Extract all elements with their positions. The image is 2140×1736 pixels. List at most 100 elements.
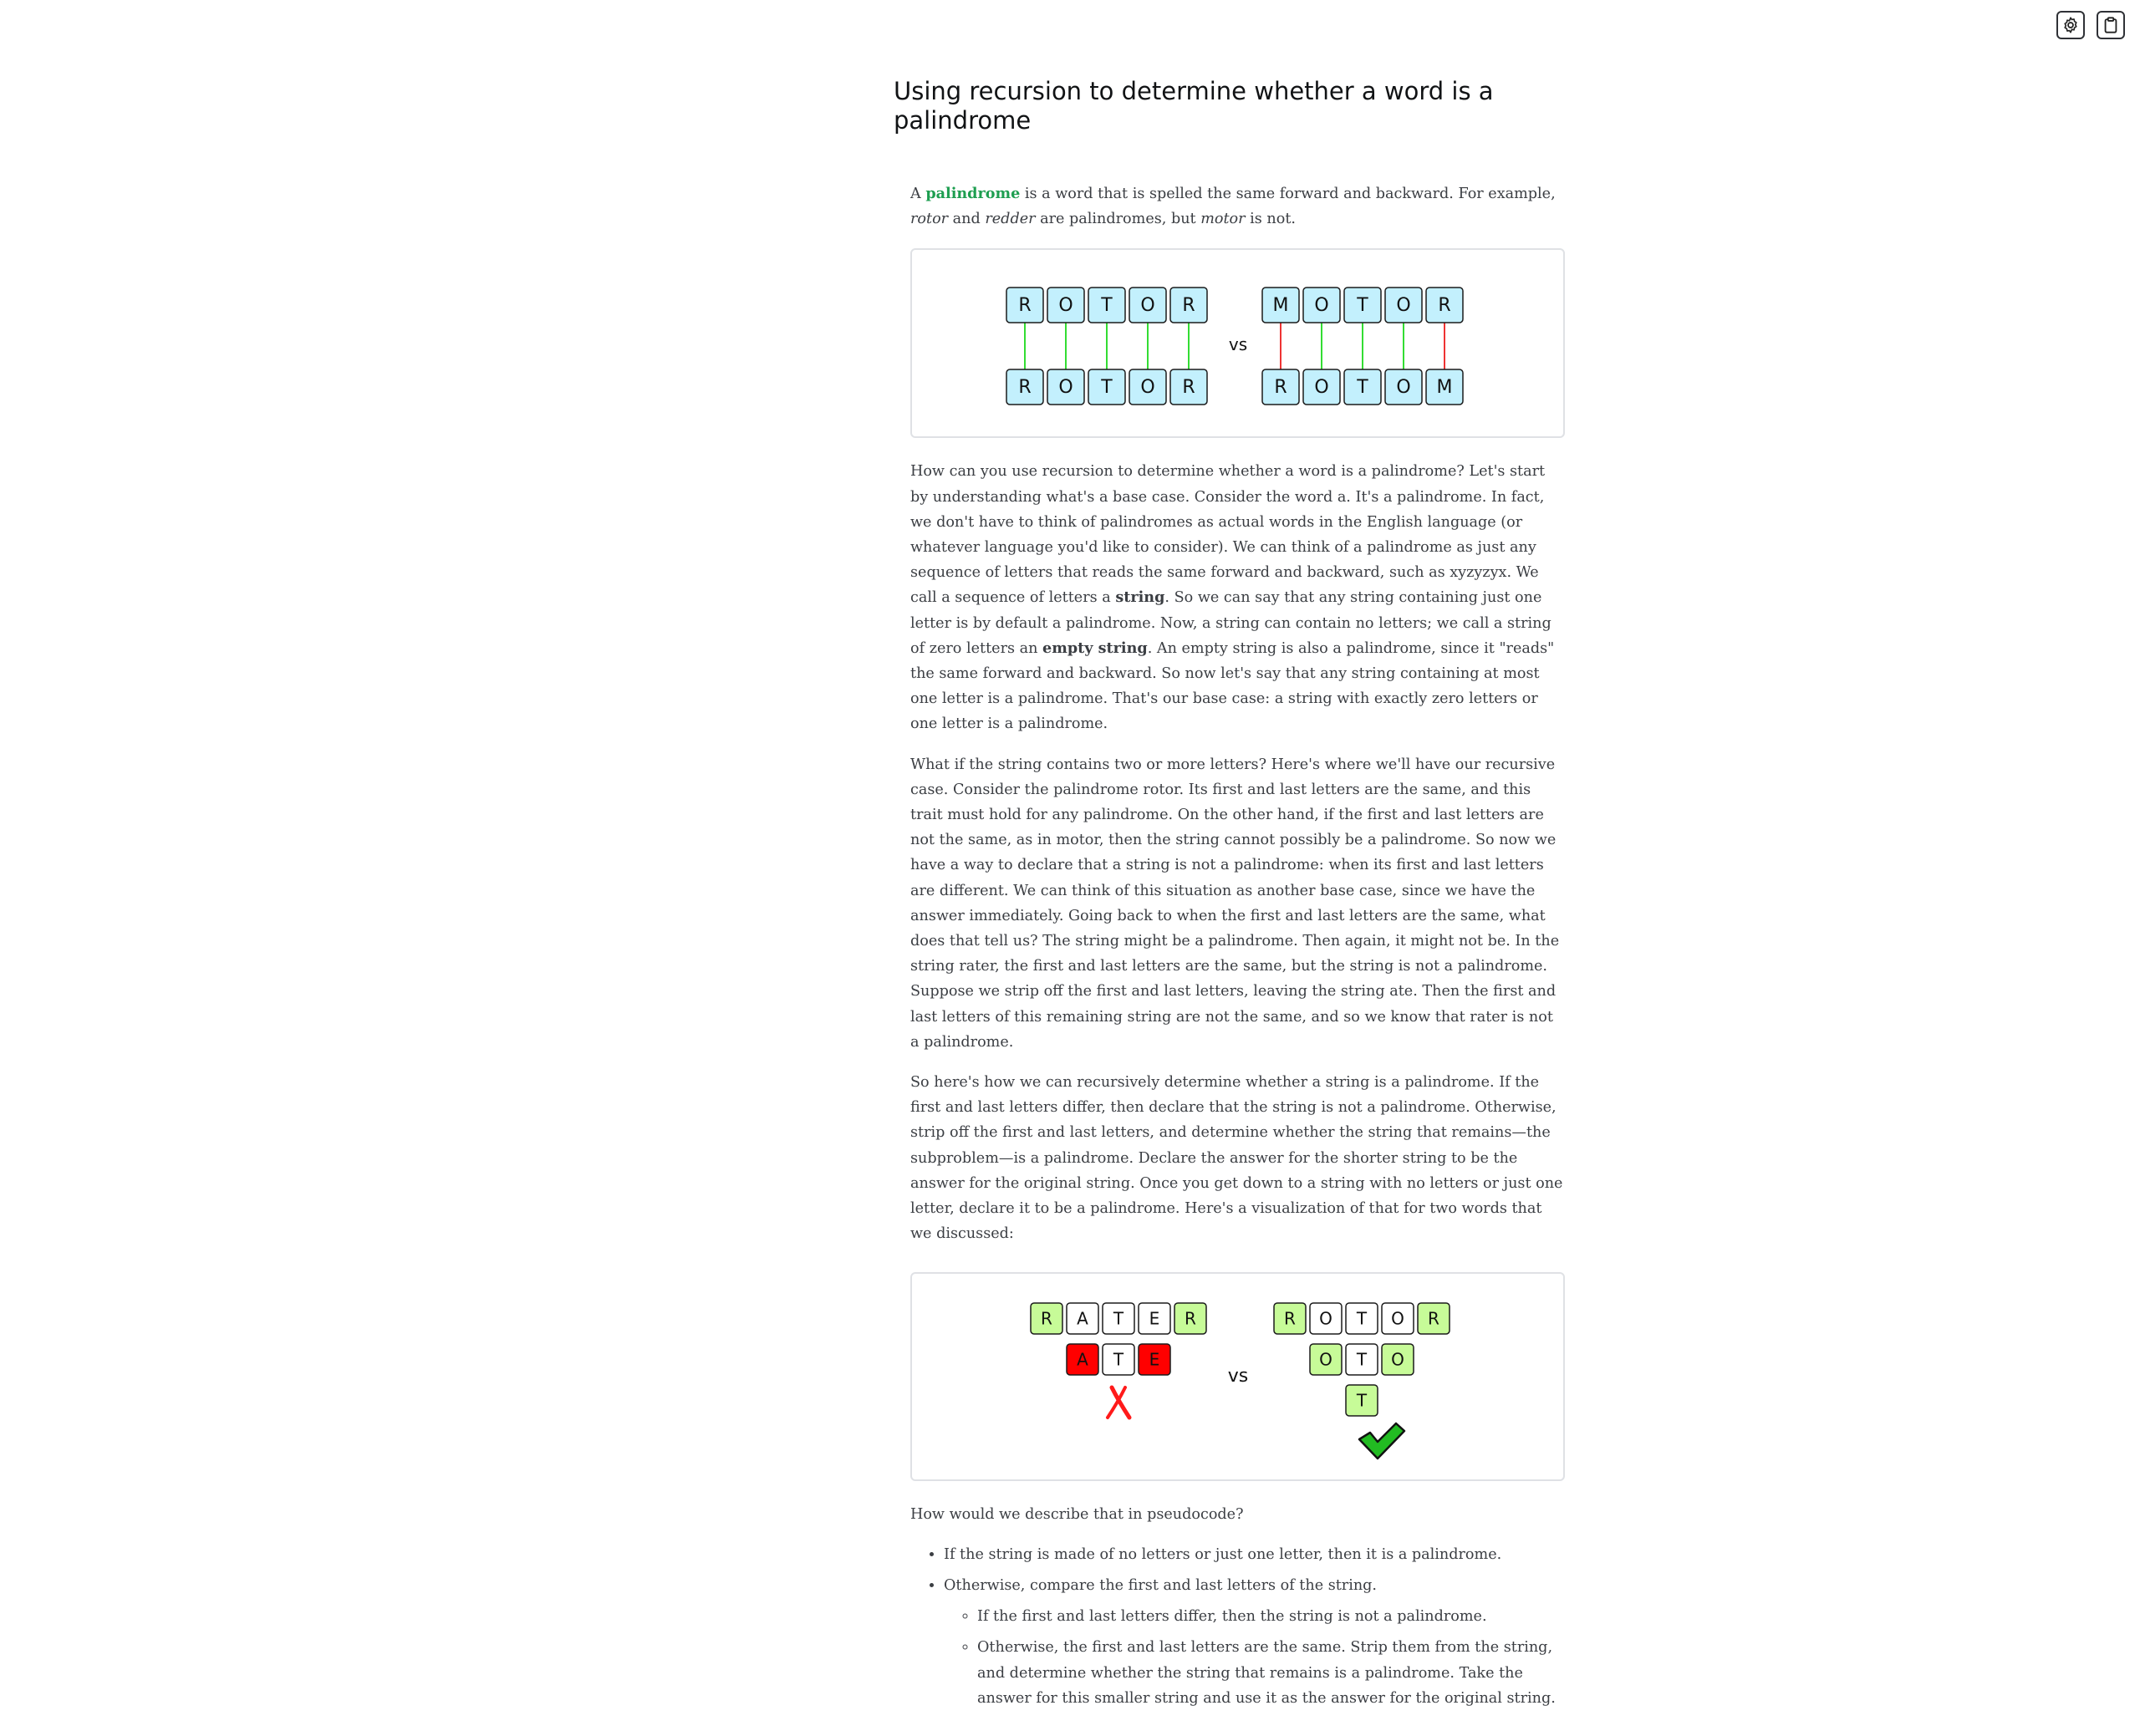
- rotor-bottom-tile: T: [1088, 369, 1126, 406]
- motor-top-tile-box: [1302, 287, 1341, 324]
- clipboard-button[interactable]: [2097, 11, 2125, 39]
- rater-vs-rotor-diagram: R A T E R A T E R O T O R O T O Tvs: [1030, 1301, 1450, 1459]
- example-motor: motor: [1200, 211, 1246, 228]
- motor-top-tile: O: [1384, 287, 1423, 324]
- rater-tile: E: [1138, 1342, 1171, 1376]
- rotor-tile: T: [1345, 1342, 1378, 1376]
- rotor-bottom-tile: O: [1129, 369, 1167, 406]
- motor-top-tile-letter: O: [1396, 295, 1410, 316]
- rotor-tile-box: [1345, 1342, 1378, 1376]
- rotor-tile-box: [1345, 1301, 1378, 1335]
- rotor-top-tile-letter: R: [1018, 295, 1031, 316]
- rotor-bottom-tile-box: [1169, 369, 1208, 406]
- example-rotor: rotor: [910, 211, 949, 228]
- rater-tile-letter: A: [1077, 1349, 1088, 1369]
- motor-bottom-tile: T: [1343, 369, 1382, 406]
- motor-top-tile: O: [1302, 287, 1341, 324]
- motor-top-tile: R: [1425, 287, 1464, 324]
- vs-label: vs: [1228, 1366, 1248, 1387]
- rater-tile-box: [1030, 1301, 1063, 1335]
- pseudocode-subitem: If the first and last letters differ, th…: [977, 1604, 1564, 1629]
- intro-text: is not.: [1245, 211, 1296, 228]
- rotor-tile-letter: O: [1391, 1349, 1404, 1369]
- rater-tile-box: [1102, 1342, 1135, 1376]
- article-body: A palindrome is a word that is spelled t…: [910, 181, 1565, 1717]
- motor-bottom-tile: M: [1425, 369, 1464, 406]
- checkmark-icon: [1358, 1422, 1406, 1459]
- motor-top-tile-box: [1343, 287, 1382, 324]
- rotor-tile-box: [1417, 1301, 1450, 1335]
- string-term: string: [1115, 588, 1165, 607]
- rotor-tile-box: [1273, 1301, 1307, 1335]
- rater-tile: R: [1174, 1301, 1207, 1335]
- rotor-top-tile-letter: O: [1140, 295, 1154, 316]
- motor-top-tile: M: [1261, 287, 1300, 324]
- rater-tile-letter: R: [1041, 1308, 1052, 1328]
- rotor-tile-letter: R: [1428, 1308, 1439, 1328]
- motor-top-tile-letter: O: [1314, 295, 1328, 316]
- paragraph-text: How can you use recursion to determine w…: [910, 463, 1546, 607]
- motor-top-tile-letter: M: [1273, 295, 1289, 316]
- rater-tile-letter: T: [1113, 1308, 1124, 1328]
- page-title: Using recursion to determine whether a w…: [894, 77, 1494, 135]
- rater-tile-letter: R: [1185, 1308, 1196, 1328]
- paragraph-text: . So we can say that any string containi…: [910, 589, 1552, 657]
- rotor-tile: R: [1417, 1301, 1450, 1335]
- pseudocode-item: If the string is made of no letters or j…: [944, 1542, 1564, 1567]
- rotor-vs-motor-diagram: R O T O R R O T O R M O T O R R O T O Mvs: [1006, 287, 1464, 406]
- rotor-tile: O: [1381, 1342, 1414, 1376]
- pseudocode-subitem: Otherwise, the first and last letters ar…: [977, 1635, 1564, 1711]
- rater-tile: T: [1102, 1301, 1135, 1335]
- motor-top-tile-box: [1425, 287, 1464, 324]
- rotor-tile-letter: T: [1356, 1390, 1368, 1410]
- rotor-bottom-tile-box: [1006, 369, 1044, 406]
- rotor-bottom-tile-box: [1047, 369, 1085, 406]
- rotor-tile-letter: R: [1284, 1308, 1296, 1328]
- motor-bottom-tile-letter: M: [1437, 377, 1453, 398]
- motor-bottom-tile-letter: O: [1396, 377, 1410, 398]
- motor-bottom-tile-box: [1384, 369, 1423, 406]
- rotor-top-tile-letter: R: [1182, 295, 1195, 316]
- rotor-tile: T: [1345, 1301, 1378, 1335]
- motor-bottom-tile-box: [1261, 369, 1300, 406]
- clipboard-icon: [2104, 17, 2117, 33]
- rotor-top-tile: O: [1047, 287, 1085, 324]
- rotor-tile-box: [1309, 1342, 1343, 1376]
- gear-icon: [2064, 17, 2077, 33]
- motor-top-tile-letter: T: [1356, 295, 1368, 316]
- rotor-top-tile-box: [1047, 287, 1085, 324]
- motor-bottom-tile-letter: T: [1356, 377, 1368, 398]
- rater-tile: A: [1066, 1301, 1099, 1335]
- rotor-top-tile-box: [1088, 287, 1126, 324]
- pseudocode-intro: How would we describe that in pseudocode…: [910, 1505, 1244, 1523]
- rotor-tile-letter: T: [1356, 1349, 1368, 1369]
- rotor-bottom-tile: O: [1047, 369, 1085, 406]
- motor-bottom-tile-box: [1425, 369, 1464, 406]
- rotor-bottom-tile-box: [1129, 369, 1167, 406]
- motor-top-tile-box: [1261, 287, 1300, 324]
- base-case-paragraph: How can you use recursion to determine w…: [910, 459, 1564, 736]
- rotor-bottom-tile-letter: O: [1058, 377, 1073, 398]
- rotor-bottom-tile-letter: O: [1140, 377, 1154, 398]
- rotor-bottom-tile-letter: R: [1018, 377, 1031, 398]
- rater-tile: A: [1066, 1342, 1099, 1376]
- rater-tile-box: [1138, 1342, 1171, 1376]
- palindrome-keyword: palindrome: [925, 185, 1021, 202]
- rater-tile-box: [1102, 1301, 1135, 1335]
- settings-button[interactable]: [2056, 11, 2085, 39]
- empty-string-term: empty string: [1042, 639, 1148, 657]
- rotor-tile: T: [1345, 1383, 1378, 1417]
- intro-paragraph: A palindrome is a word that is spelled t…: [910, 181, 1564, 232]
- motor-bottom-tile: O: [1302, 369, 1341, 406]
- rotor-bottom-tile-letter: R: [1182, 377, 1195, 398]
- rotor-bottom-tile-letter: T: [1100, 377, 1113, 398]
- motor-bottom-tile-box: [1343, 369, 1382, 406]
- motor-bottom-tile: R: [1261, 369, 1300, 406]
- rotor-bottom-tile: R: [1006, 369, 1044, 406]
- pseudocode-list: If the string is made of no letters or j…: [910, 1542, 1564, 1711]
- rotor-tile: O: [1309, 1342, 1343, 1376]
- pseudocode-sublist: If the first and last letters differ, th…: [944, 1604, 1564, 1711]
- rotor-bottom-tile: R: [1169, 369, 1208, 406]
